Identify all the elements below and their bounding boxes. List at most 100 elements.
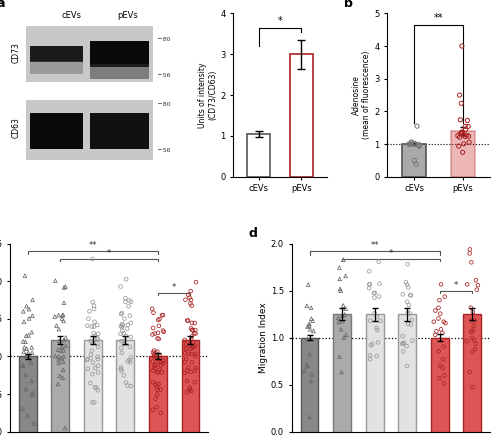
Point [62, 334, 70, 341]
Point [413, 123, 421, 130]
Point [458, 100, 466, 107]
Text: CD63: CD63 [12, 117, 21, 138]
Point [467, 328, 475, 335]
Point [52, 277, 60, 284]
Point [183, 317, 191, 324]
Point [158, 369, 166, 376]
Point [120, 330, 128, 337]
Point [20, 344, 28, 351]
Point [25, 315, 33, 322]
Point [118, 367, 126, 374]
Point [436, 362, 444, 369]
Point [373, 313, 381, 320]
Point [157, 359, 165, 366]
Point [28, 312, 36, 320]
Point [150, 353, 158, 360]
Text: ─ 56: ─ 56 [157, 148, 170, 153]
Point [126, 359, 134, 366]
Point [410, 140, 418, 147]
Point [118, 338, 126, 345]
Point [90, 318, 98, 325]
Point [188, 327, 196, 334]
Point [404, 284, 412, 291]
Point [149, 406, 157, 413]
Point [24, 412, 32, 419]
Point [91, 364, 99, 372]
Point [153, 368, 161, 376]
Point [336, 287, 344, 294]
Point [308, 317, 316, 324]
Point [466, 250, 473, 257]
Point [403, 298, 411, 305]
Point [464, 123, 472, 130]
Point [20, 348, 28, 356]
Point [186, 294, 194, 301]
Bar [290, 54, 313, 177]
Point [188, 336, 196, 343]
Point [469, 327, 477, 334]
Text: *: * [107, 249, 112, 258]
Point [460, 131, 468, 138]
Point [118, 322, 126, 329]
Point [338, 368, 345, 376]
Point [464, 117, 471, 124]
Point [90, 305, 98, 312]
Point [54, 312, 62, 319]
Point [22, 338, 30, 345]
Point [182, 345, 190, 352]
Point [306, 351, 314, 358]
Point [160, 357, 168, 364]
Point [368, 340, 376, 348]
Point [192, 352, 200, 360]
Point [184, 317, 192, 324]
Text: a: a [0, 0, 6, 10]
Point [188, 351, 196, 358]
Point [307, 304, 315, 311]
Point [375, 293, 383, 300]
Point [86, 337, 94, 344]
Point [190, 344, 198, 351]
Point [406, 310, 413, 317]
Point [462, 126, 469, 133]
Point [124, 303, 132, 310]
Point [462, 132, 470, 139]
Point [458, 42, 466, 49]
Point [60, 284, 68, 291]
Point [19, 338, 27, 345]
Point [188, 344, 196, 351]
Point [153, 355, 161, 362]
Point [407, 292, 415, 299]
Point [188, 333, 196, 340]
Point [59, 358, 67, 365]
Point [342, 272, 349, 279]
Point [28, 344, 36, 351]
Point [91, 384, 99, 391]
Point [60, 347, 68, 354]
Point [470, 336, 478, 344]
Point [24, 349, 32, 356]
Point [58, 312, 66, 319]
Point [454, 132, 462, 139]
Point [159, 327, 167, 334]
Point [306, 413, 314, 421]
Text: **: ** [370, 241, 379, 250]
Point [93, 334, 101, 341]
Point [91, 332, 99, 340]
Point [339, 302, 347, 309]
Point [94, 362, 102, 369]
Point [22, 345, 30, 352]
Point [158, 312, 166, 319]
Point [366, 280, 374, 287]
Point [404, 309, 412, 316]
Point [456, 130, 464, 137]
Point [458, 129, 466, 136]
Point [186, 384, 194, 391]
Point [468, 317, 475, 324]
Bar [84, 340, 102, 432]
Point [431, 331, 439, 338]
Point [94, 344, 102, 351]
Text: **: ** [434, 13, 444, 23]
Point [55, 337, 63, 344]
Point [152, 353, 160, 360]
Point [94, 330, 102, 337]
